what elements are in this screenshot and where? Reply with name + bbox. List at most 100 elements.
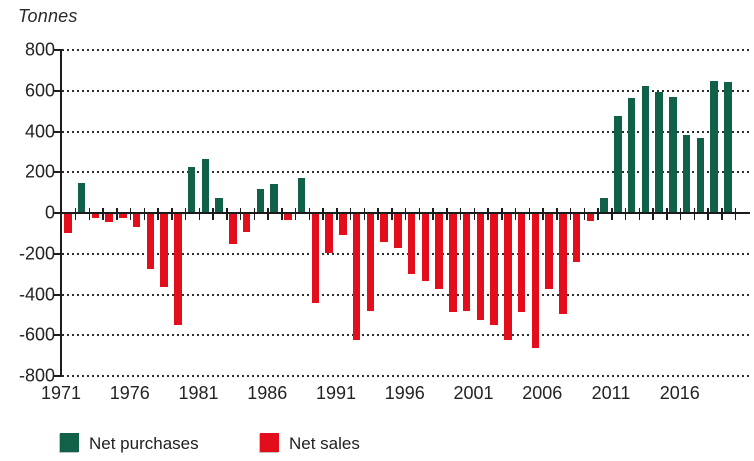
- bar-net-sales: [394, 214, 402, 248]
- x-axis-tick: [157, 208, 159, 220]
- x-axis-tick: [583, 208, 585, 220]
- bar-net-sales: [517, 214, 526, 312]
- x-axis-tick: [239, 208, 242, 220]
- y-tick-label: 600: [24, 80, 55, 101]
- x-axis-tick: [74, 208, 77, 220]
- bar-net-sales: [352, 214, 361, 341]
- y-axis-tick: [54, 252, 60, 255]
- x-tick-label: 1976: [109, 383, 150, 403]
- bar-net-sales: [559, 214, 567, 314]
- bar-net-purchases: [655, 91, 663, 214]
- x-axis-tick: [569, 208, 572, 220]
- y-axis-tick: [54, 171, 60, 174]
- chart-title: Tonnes: [18, 6, 78, 26]
- bar-net-purchases: [600, 197, 608, 214]
- x-tick-label: 2006: [522, 383, 563, 403]
- x-axis-tick: [88, 208, 90, 220]
- x-axis-tick: [487, 208, 489, 220]
- x-axis-tick: [102, 208, 104, 220]
- gridline: [62, 49, 750, 51]
- bar-net-purchases: [201, 158, 210, 214]
- y-tick-label: 200: [24, 161, 55, 182]
- x-axis-tick: [171, 208, 173, 220]
- x-axis-tick: [514, 208, 517, 220]
- x-tick-label: 1986: [247, 383, 288, 403]
- x-axis-tick: [542, 208, 544, 220]
- net-sales-swatch-icon: [260, 433, 279, 452]
- bar-net-purchases: [215, 197, 223, 214]
- bar-net-purchases: [682, 134, 691, 214]
- x-axis-tick: [116, 208, 118, 220]
- y-tick-label: -400: [18, 284, 55, 304]
- y-axis-line: [60, 49, 62, 377]
- x-axis-tick: [666, 208, 668, 220]
- y-axis-tick: [54, 375, 60, 377]
- bar-net-purchases: [187, 167, 196, 214]
- y-axis-tick: [54, 212, 60, 214]
- bar-net-sales: [339, 214, 347, 236]
- bar-net-sales: [174, 214, 182, 326]
- x-axis-tick: [597, 208, 599, 220]
- bar-net-sales: [572, 214, 581, 262]
- x-axis-tick: [501, 208, 503, 220]
- bar-net-sales: [146, 214, 155, 269]
- x-tick-label: 2016: [659, 383, 700, 403]
- bar-net-sales: [229, 214, 237, 244]
- x-axis-tick: [459, 208, 462, 220]
- bar-net-sales: [242, 214, 251, 233]
- net-sales-legend-label: Net sales: [289, 434, 360, 453]
- bar-net-purchases: [270, 184, 278, 214]
- bar-net-sales: [504, 214, 512, 341]
- gridline: [62, 130, 750, 133]
- x-axis-tick: [473, 208, 475, 220]
- bar-net-purchases: [297, 178, 306, 214]
- bar-net-purchases: [669, 96, 677, 214]
- y-axis-tick: [54, 334, 60, 337]
- bar-net-sales: [421, 214, 430, 282]
- x-tick-label: 1981: [178, 383, 219, 403]
- bar-net-purchases: [256, 188, 265, 214]
- x-tick-label: 1971: [40, 383, 82, 403]
- y-tick-label: -800: [18, 365, 55, 386]
- y-tick-label: -600: [18, 324, 55, 345]
- x-axis-tick: [308, 208, 310, 220]
- y-axis-tick: [54, 130, 60, 133]
- bar-net-sales: [435, 214, 443, 290]
- x-axis-tick: [363, 208, 365, 220]
- bar-net-sales: [490, 214, 498, 326]
- x-axis-tick: [336, 208, 338, 220]
- bar-net-sales: [531, 214, 540, 349]
- bar-net-sales: [407, 214, 416, 275]
- gridline: [62, 171, 750, 174]
- bar-net-purchases: [724, 81, 732, 214]
- y-axis-tick: [54, 89, 60, 92]
- bar-net-purchases: [710, 80, 718, 214]
- net-purchases-legend-label: Net purchases: [89, 434, 199, 453]
- x-axis-tick: [226, 208, 228, 220]
- x-axis-tick: [391, 208, 393, 220]
- x-axis-tick: [377, 208, 379, 220]
- y-tick-label: -200: [18, 243, 55, 264]
- y-tick-label: 800: [24, 39, 55, 60]
- x-axis-tick: [556, 208, 558, 220]
- bar-net-sales: [119, 214, 127, 219]
- bar-net-sales: [64, 214, 72, 234]
- x-axis-tick: [281, 208, 283, 220]
- x-axis-tick: [349, 208, 352, 220]
- x-axis-tick: [638, 208, 640, 220]
- x-tick-label: 1991: [315, 383, 357, 403]
- bar-net-sales: [325, 214, 333, 253]
- x-axis-tick: [294, 208, 297, 220]
- x-axis-tick: [693, 208, 695, 220]
- x-axis-tick: [253, 208, 255, 220]
- x-axis-tick: [198, 208, 200, 220]
- x-axis-tick: [322, 208, 324, 220]
- x-axis-tick: [143, 208, 145, 220]
- legend: Net purchases Net sales: [0, 433, 754, 453]
- gridline: [62, 89, 750, 92]
- x-axis-tick: [129, 208, 132, 220]
- bar-net-sales: [586, 214, 595, 222]
- bar-net-sales: [476, 214, 485, 320]
- gridline: [62, 293, 750, 296]
- bar-net-sales: [545, 214, 553, 290]
